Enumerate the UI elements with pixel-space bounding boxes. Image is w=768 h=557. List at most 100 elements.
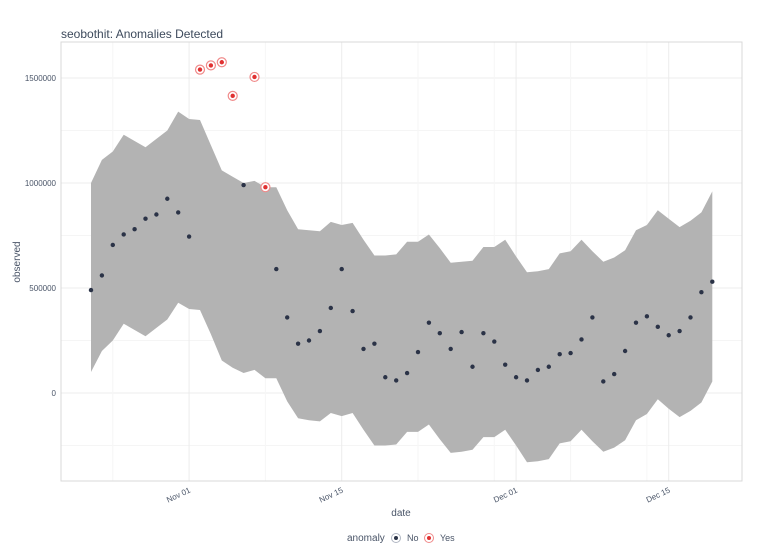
data-point bbox=[404, 370, 410, 376]
data-point bbox=[622, 348, 628, 354]
data-point bbox=[121, 232, 126, 237]
point-dot bbox=[176, 210, 181, 215]
legend-yes-dot bbox=[427, 536, 431, 540]
chart-title: seobothit: Anomalies Detected bbox=[61, 27, 223, 41]
anomaly-dot bbox=[208, 63, 214, 68]
x-tick-label: Nov 15 bbox=[318, 485, 345, 504]
point-dot bbox=[143, 216, 148, 221]
point-dot bbox=[557, 351, 562, 357]
anomaly-point bbox=[194, 64, 206, 75]
point-dot bbox=[404, 370, 410, 376]
data-point bbox=[513, 375, 519, 380]
point-dot bbox=[699, 290, 704, 295]
data-point bbox=[99, 273, 105, 278]
point-dot bbox=[132, 227, 137, 232]
point-dot bbox=[601, 379, 606, 384]
point-dot bbox=[306, 338, 312, 343]
data-point bbox=[295, 341, 301, 346]
point-dot bbox=[513, 375, 519, 380]
data-point bbox=[492, 339, 497, 344]
legend-no-label: No bbox=[407, 533, 419, 543]
data-point bbox=[241, 182, 246, 188]
point-dot bbox=[437, 330, 442, 336]
point-dot bbox=[688, 315, 693, 320]
anomaly-point bbox=[216, 57, 227, 68]
data-point bbox=[633, 320, 639, 325]
legend-no-ring bbox=[391, 533, 401, 543]
point-dot bbox=[165, 196, 170, 201]
data-point bbox=[535, 367, 541, 373]
anomaly-band bbox=[91, 111, 713, 463]
data-point bbox=[644, 314, 650, 319]
legend-no-dot bbox=[394, 536, 398, 540]
data-point bbox=[503, 362, 508, 367]
point-dot bbox=[579, 337, 584, 342]
data-point bbox=[568, 350, 573, 356]
data-point bbox=[557, 351, 562, 357]
data-point bbox=[132, 227, 137, 232]
data-point bbox=[285, 315, 290, 320]
data-point bbox=[176, 210, 181, 215]
data-point bbox=[459, 329, 464, 335]
point-dot bbox=[568, 350, 573, 356]
data-point bbox=[165, 196, 170, 201]
point-dot bbox=[154, 212, 159, 217]
data-point bbox=[546, 364, 551, 369]
data-point bbox=[394, 378, 399, 383]
data-point bbox=[328, 305, 333, 311]
point-dot bbox=[535, 367, 541, 373]
points bbox=[88, 57, 715, 384]
x-tick-label: Nov 01 bbox=[165, 485, 192, 504]
anomaly-dot bbox=[219, 60, 224, 65]
y-tick-label: 0 bbox=[52, 389, 57, 398]
legend-yes-label: Yes bbox=[440, 533, 455, 543]
point-dot bbox=[99, 273, 105, 278]
point-dot bbox=[394, 378, 399, 383]
point-dot bbox=[88, 287, 94, 293]
point-dot bbox=[339, 266, 344, 272]
point-dot bbox=[622, 348, 628, 354]
point-dot bbox=[328, 305, 333, 311]
data-point bbox=[481, 330, 486, 336]
point-dot bbox=[546, 364, 551, 369]
data-point bbox=[677, 328, 682, 334]
anomaly-point bbox=[205, 60, 216, 71]
point-dot bbox=[448, 346, 453, 352]
x-axis-ticks: Nov 01 Nov 15 Dec 01 Dec 15 bbox=[165, 485, 672, 504]
data-point bbox=[612, 371, 617, 377]
point-dot bbox=[644, 314, 650, 319]
y-axis-ticks: 0 500000 1000000 1500000 bbox=[25, 74, 57, 398]
point-dot bbox=[350, 308, 355, 314]
point-dot bbox=[372, 341, 377, 346]
data-point bbox=[524, 378, 530, 383]
point-dot bbox=[459, 329, 464, 335]
data-point bbox=[372, 341, 377, 346]
x-tick-label: Dec 01 bbox=[492, 485, 519, 504]
data-point bbox=[426, 320, 432, 325]
anomaly-dot bbox=[230, 93, 235, 99]
point-dot bbox=[677, 328, 682, 334]
anomaly-dot bbox=[197, 67, 203, 72]
data-point bbox=[437, 330, 442, 336]
data-point bbox=[88, 287, 94, 293]
point-dot bbox=[426, 320, 432, 325]
data-point bbox=[590, 315, 595, 320]
point-dot bbox=[415, 349, 421, 355]
data-point bbox=[361, 346, 366, 352]
data-point bbox=[601, 379, 606, 384]
point-dot bbox=[524, 378, 530, 383]
data-point bbox=[110, 242, 116, 248]
point-dot bbox=[710, 279, 715, 284]
data-point bbox=[470, 364, 475, 369]
anomaly-dot bbox=[263, 185, 268, 190]
data-point bbox=[383, 375, 388, 380]
y-tick-label: 1000000 bbox=[25, 179, 57, 188]
point-dot bbox=[492, 339, 497, 344]
x-axis-label: date bbox=[391, 508, 411, 519]
anomaly-point bbox=[249, 71, 260, 83]
data-point bbox=[415, 349, 421, 355]
point-dot bbox=[503, 362, 508, 367]
data-point bbox=[339, 266, 344, 272]
legend-title: anomaly bbox=[347, 533, 385, 544]
data-point bbox=[154, 212, 159, 217]
